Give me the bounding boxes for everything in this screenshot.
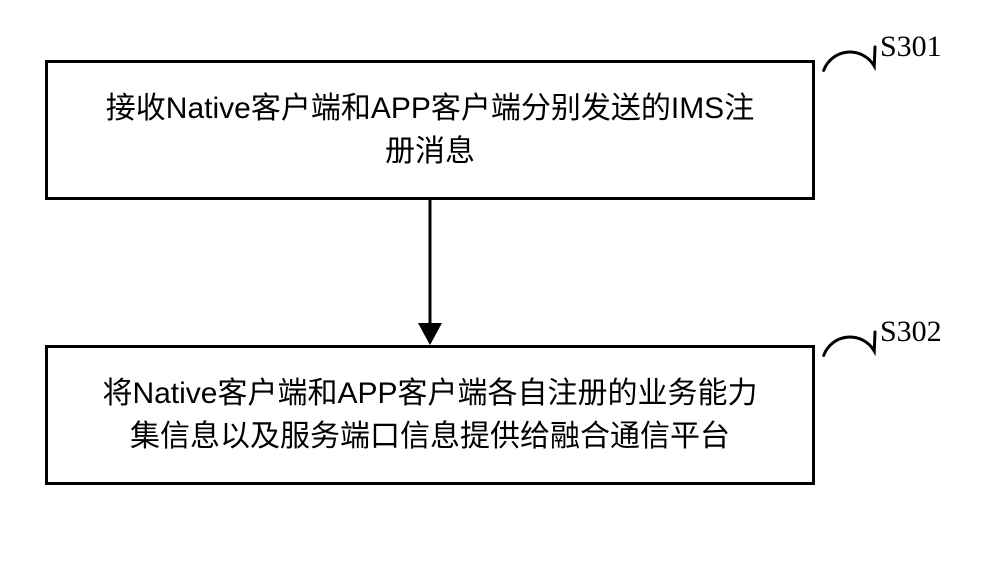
leader-line-s302 [824, 332, 875, 355]
step-s302-line2: 集信息以及服务端口信息提供给融合通信平台 [130, 420, 730, 453]
step-box-s301: 接收Native客户端和APP客户端分别发送的IMS注 册消息 [45, 60, 815, 200]
step-label-s301: S301 [880, 30, 942, 64]
leader-line-s301 [824, 47, 875, 70]
step-box-s302: 将Native客户端和APP客户端各自注册的业务能力 集信息以及服务端口信息提供… [45, 345, 815, 485]
arrow-down-icon [418, 200, 442, 345]
step-text-s301: 接收Native客户端和APP客户端分别发送的IMS注 册消息 [48, 87, 812, 174]
flowchart-canvas: 接收Native客户端和APP客户端分别发送的IMS注 册消息 将Native客… [0, 0, 1000, 571]
step-s301-line1: 接收Native客户端和APP客户端分别发送的IMS注 [106, 92, 754, 125]
step-s301-line2: 册消息 [385, 135, 475, 168]
step-s302-line1: 将Native客户端和APP客户端各自注册的业务能力 [102, 377, 757, 410]
step-text-s302: 将Native客户端和APP客户端各自注册的业务能力 集信息以及服务端口信息提供… [48, 372, 812, 459]
step-label-s302: S302 [880, 315, 942, 349]
